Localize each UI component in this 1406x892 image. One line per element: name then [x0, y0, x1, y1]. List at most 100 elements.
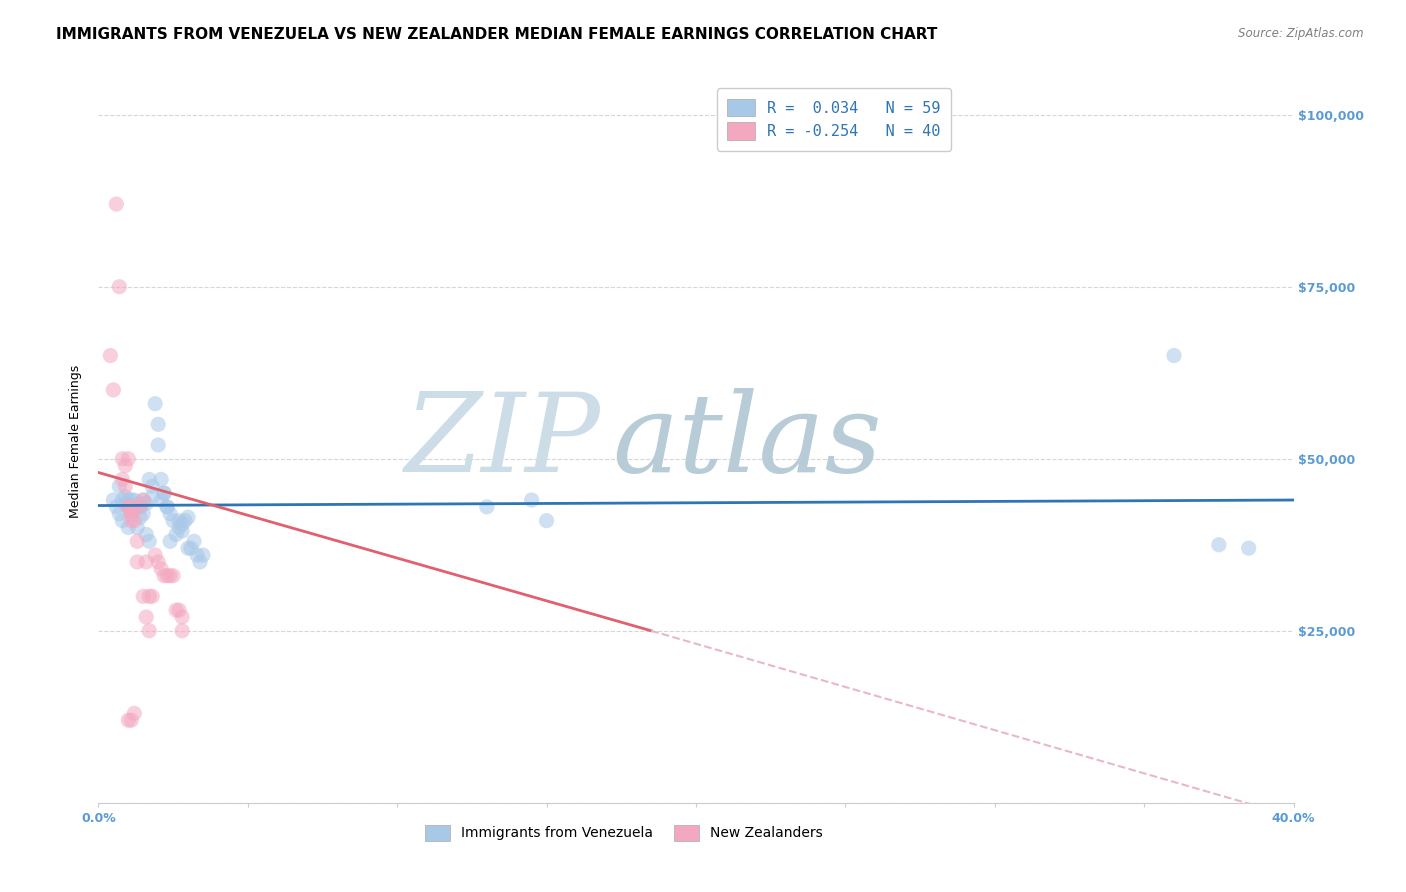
Point: [172, 610, 194, 624]
Point: [132, 590, 155, 604]
Point: [165, 603, 187, 617]
Point: [143, 548, 166, 562]
Point: [127, 520, 149, 534]
Point: [111, 451, 134, 466]
Point: [536, 514, 558, 528]
Point: [135, 610, 157, 624]
Point: [162, 514, 184, 528]
Point: [148, 417, 170, 432]
Point: [188, 555, 211, 569]
Point: [124, 706, 146, 721]
Point: [120, 493, 142, 508]
Point: [120, 514, 142, 528]
Point: [117, 493, 139, 508]
Point: [141, 490, 163, 504]
Point: [114, 479, 136, 493]
Point: [191, 548, 214, 562]
Point: [129, 500, 152, 514]
Point: [162, 568, 184, 582]
Point: [180, 541, 202, 556]
Point: [124, 500, 146, 514]
Point: [165, 527, 187, 541]
Point: [156, 568, 179, 582]
Point: [111, 493, 134, 508]
Point: [138, 590, 160, 604]
Point: [150, 493, 173, 508]
Point: [117, 500, 139, 514]
Point: [135, 496, 157, 510]
Point: [141, 590, 163, 604]
Point: [150, 562, 173, 576]
Point: [124, 493, 146, 508]
Point: [475, 500, 498, 514]
Point: [148, 438, 170, 452]
Point: [129, 500, 152, 514]
Point: [108, 479, 131, 493]
Point: [167, 520, 190, 534]
Point: [174, 514, 197, 528]
Point: [153, 568, 176, 582]
Point: [177, 541, 200, 556]
Legend: Immigrants from Venezuela, New Zealanders: Immigrants from Venezuela, New Zealander…: [420, 819, 828, 847]
Point: [120, 507, 142, 521]
Point: [120, 507, 142, 521]
Y-axis label: Median Female Earnings: Median Female Earnings: [69, 365, 83, 518]
Point: [172, 517, 194, 532]
Point: [127, 555, 149, 569]
Point: [172, 624, 194, 638]
Text: Source: ZipAtlas.com: Source: ZipAtlas.com: [1239, 27, 1364, 40]
Point: [114, 496, 136, 510]
Point: [135, 555, 157, 569]
Point: [153, 486, 176, 500]
Point: [98, 349, 122, 363]
Point: [132, 493, 155, 508]
Point: [129, 496, 152, 510]
Point: [114, 490, 136, 504]
Point: [167, 514, 190, 528]
Point: [1163, 349, 1185, 363]
Point: [111, 514, 134, 528]
Point: [132, 507, 155, 521]
Point: [159, 534, 181, 549]
Point: [183, 534, 205, 549]
Point: [143, 397, 166, 411]
Point: [141, 479, 163, 493]
Point: [127, 500, 149, 514]
Point: [103, 493, 125, 508]
Point: [177, 510, 200, 524]
Point: [117, 500, 139, 514]
Text: IMMIGRANTS FROM VENEZUELA VS NEW ZEALANDER MEDIAN FEMALE EARNINGS CORRELATION CH: IMMIGRANTS FROM VENEZUELA VS NEW ZEALAND…: [56, 27, 938, 42]
Point: [172, 524, 194, 538]
Point: [103, 383, 125, 397]
Point: [150, 472, 173, 486]
Point: [120, 713, 142, 727]
Point: [117, 713, 139, 727]
Point: [159, 507, 181, 521]
Point: [186, 548, 208, 562]
Point: [138, 534, 160, 549]
Point: [138, 624, 160, 638]
Point: [520, 493, 543, 508]
Text: atlas: atlas: [613, 388, 882, 495]
Point: [148, 555, 170, 569]
Point: [111, 472, 134, 486]
Point: [114, 458, 136, 473]
Point: [129, 510, 152, 524]
Point: [135, 527, 157, 541]
Point: [138, 472, 160, 486]
Point: [117, 500, 139, 514]
Point: [108, 279, 131, 293]
Point: [1237, 541, 1260, 556]
Point: [127, 534, 149, 549]
Point: [117, 520, 139, 534]
Point: [117, 451, 139, 466]
Point: [105, 500, 128, 514]
Point: [124, 514, 146, 528]
Point: [124, 500, 146, 514]
Point: [132, 493, 155, 508]
Point: [156, 500, 179, 514]
Point: [1208, 538, 1230, 552]
Point: [167, 603, 190, 617]
Point: [120, 503, 142, 517]
Point: [156, 500, 179, 514]
